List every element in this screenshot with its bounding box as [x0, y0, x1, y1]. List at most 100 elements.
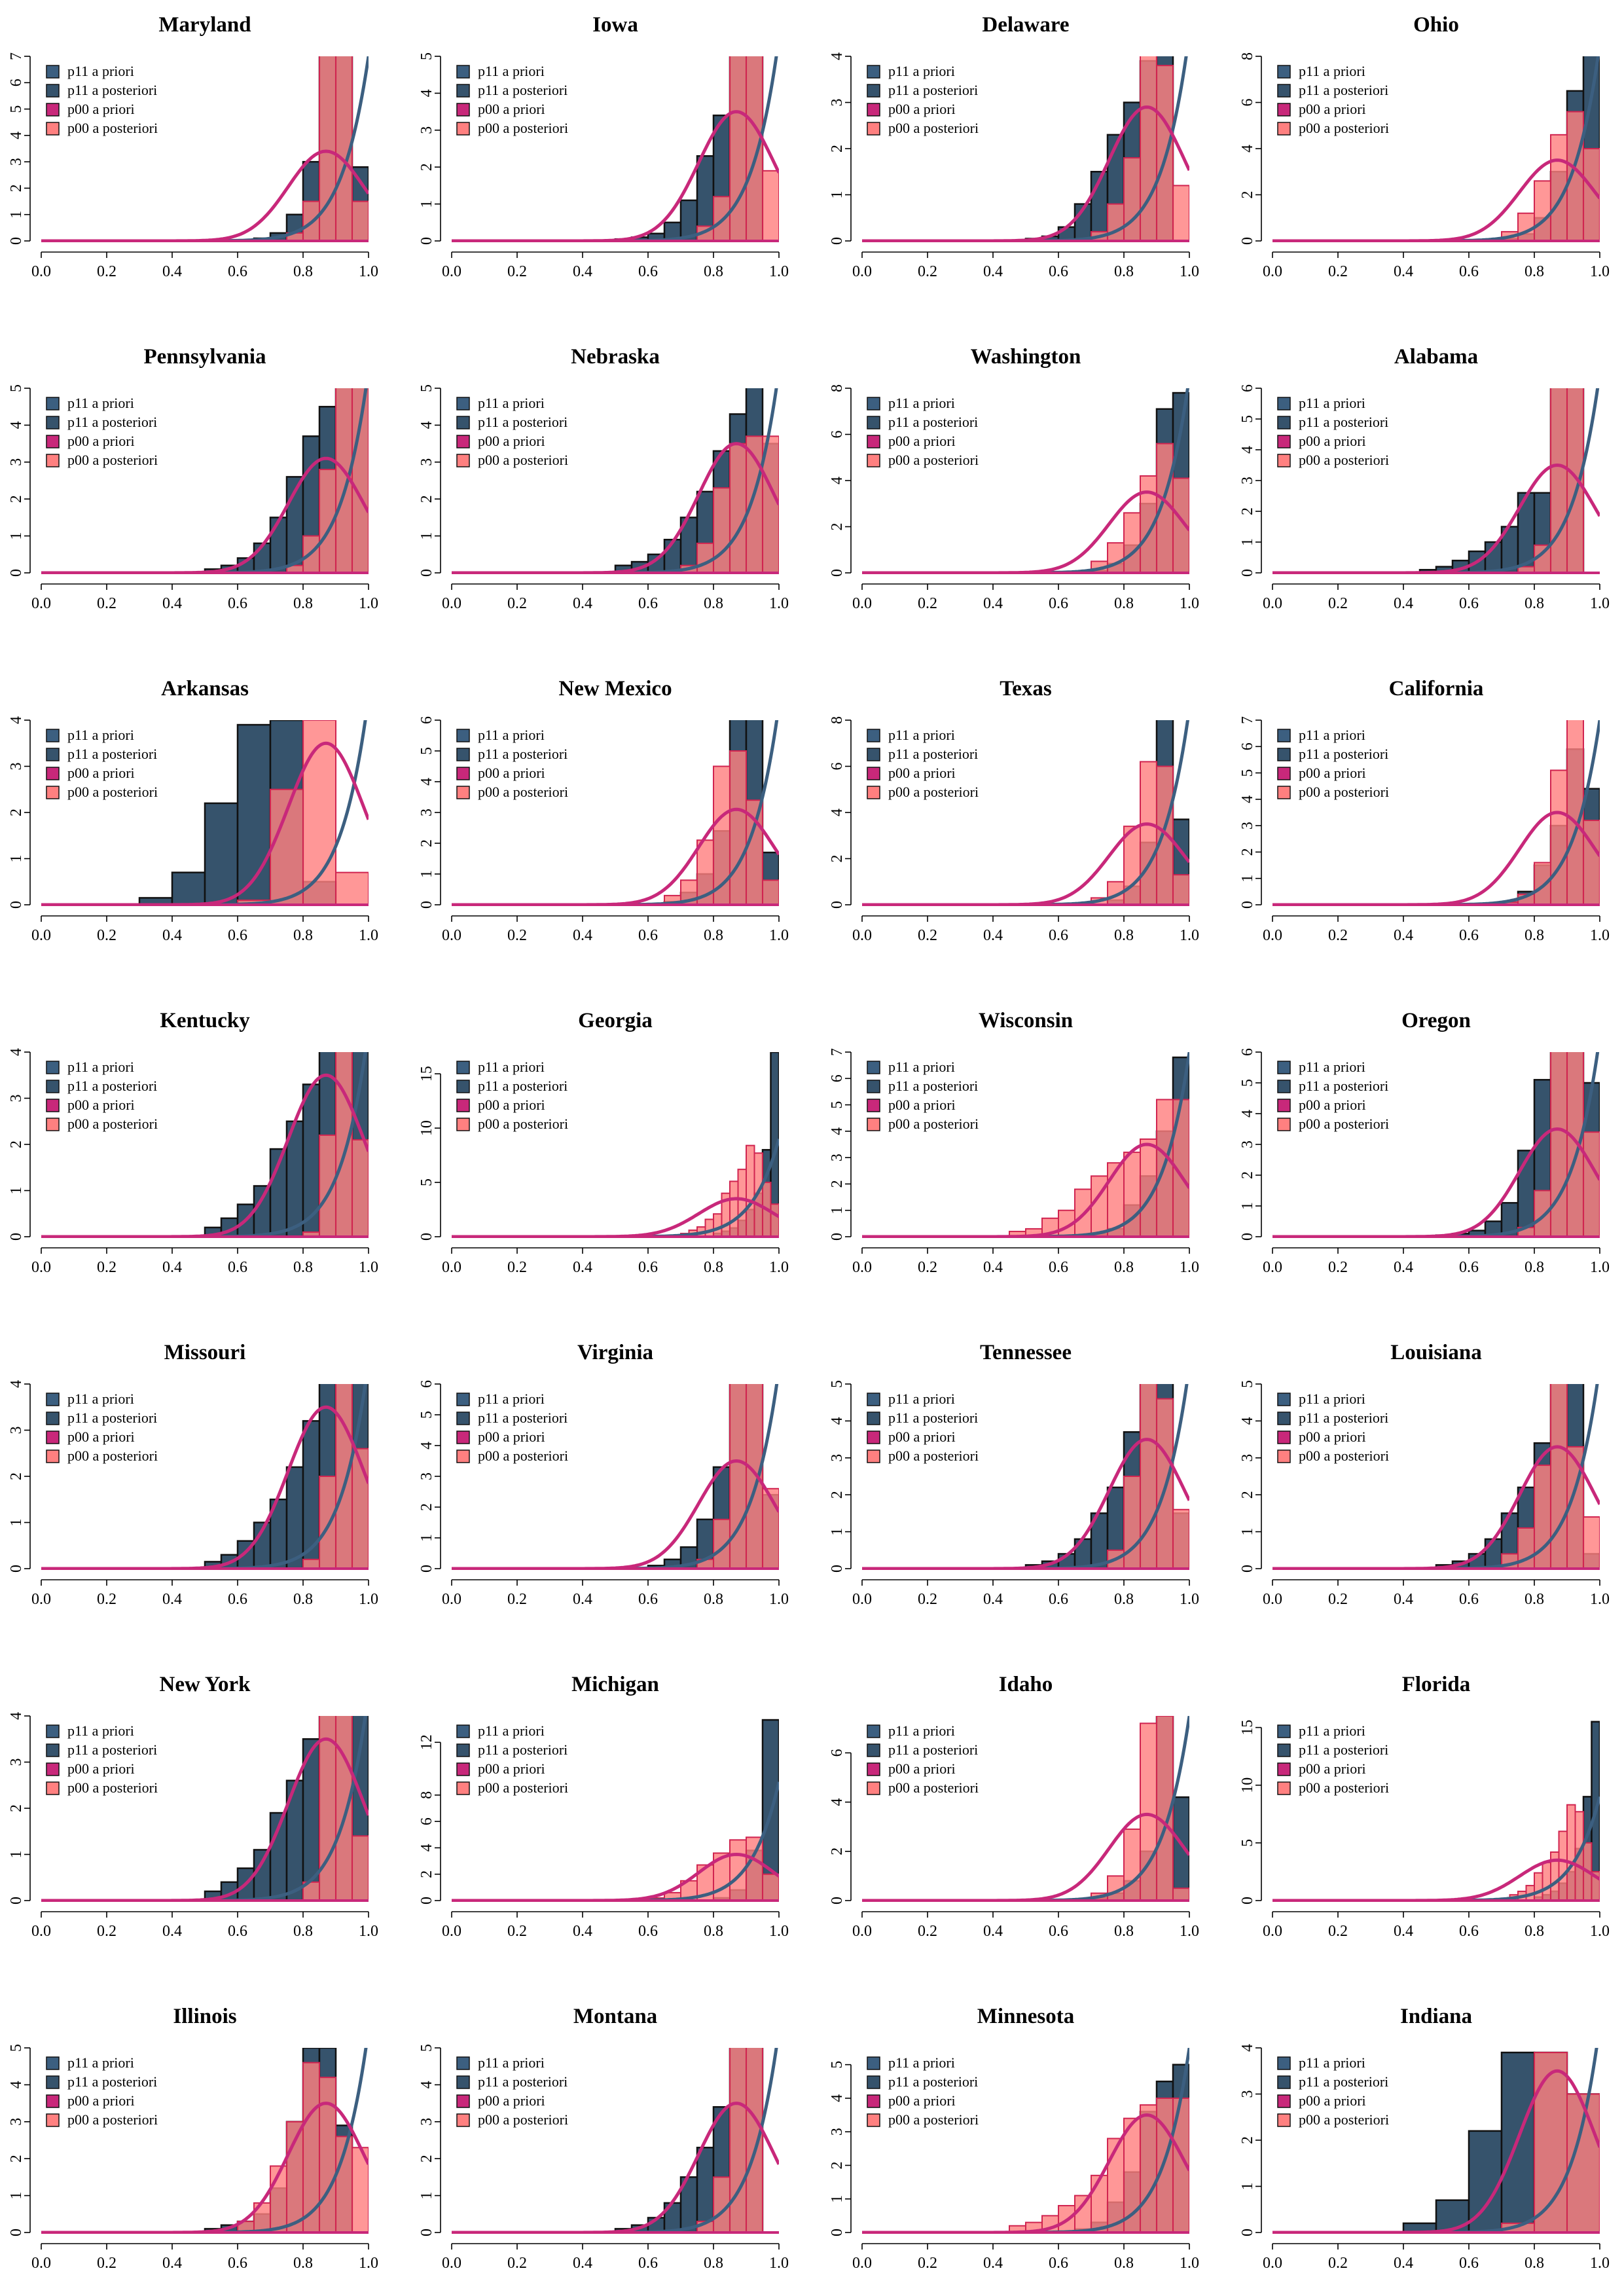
y-tick-label: 4: [418, 89, 435, 97]
panel-kentucky: Kentucky 0.0 0.2 0.4 0.6 0.8 1.0 0 1 2 3 4 p11 a pri…: [8, 1009, 378, 1276]
x-tick-label: 0.8: [704, 1259, 723, 1276]
x-tick-label: 0.2: [1328, 1259, 1348, 1276]
legend: p11 a priori p11 a posteriori p00 a priori…: [456, 1722, 568, 1796]
p00-bar: [1583, 1131, 1600, 1237]
y-tick-label: 2: [1239, 507, 1256, 515]
p00-bar: [1140, 2104, 1157, 2232]
y-axis: 0 1 2 3 4: [8, 1048, 31, 1241]
y-tick-label: 1: [829, 2195, 846, 2203]
legend-swatch: [456, 84, 470, 98]
legend-label: p00 a posteriori: [888, 784, 979, 800]
y-tick-label: 2: [418, 1503, 435, 1511]
x-tick-label: 0.8: [1114, 927, 1134, 944]
legend-label: p11 a priori: [888, 63, 955, 79]
y-tick-label: 1: [829, 1207, 846, 1214]
panel-arkansas: Arkansas 0.0 0.2 0.4 0.6 0.8 1.0 0 1 2 3 4 p11 a pri…: [8, 677, 378, 944]
legend: p11 a priori p11 a posteriori p00 a priori…: [456, 727, 568, 800]
legend-label: p11 a posteriori: [478, 1410, 568, 1426]
y-tick-label: 3: [1239, 2090, 1256, 2098]
y-axis: 0 1 2 3 4: [8, 1712, 31, 1904]
y-tick-label: 2: [829, 523, 846, 531]
x-tick-label: 0.4: [162, 1923, 182, 1940]
panel-title: Nebraska: [571, 345, 660, 369]
p00-bar: [352, 1835, 369, 1901]
y-tick-label: 3: [1239, 822, 1256, 829]
legend-swatch: [46, 1762, 60, 1776]
y-tick-label: 1: [8, 1519, 25, 1527]
legend-swatch: [867, 2113, 880, 2127]
x-axis: 0.0 0.2 0.4 0.6 0.8 1.0: [1263, 2243, 1610, 2272]
y-tick-label: 5: [829, 2061, 846, 2069]
p00-bar: [729, 1384, 747, 1569]
p00-bar: [302, 1558, 320, 1569]
x-tick-label: 0.2: [1328, 927, 1348, 944]
legend-swatch: [867, 767, 880, 780]
x-axis: 0.0 0.2 0.4 0.6 0.8 1.0: [852, 1247, 1199, 1276]
y-tick-label: 15: [1239, 1720, 1256, 1736]
x-tick-label: 0.4: [1394, 263, 1413, 280]
y-tick-label: 0: [829, 1565, 846, 1573]
legend-swatch: [867, 1061, 880, 1074]
y-tick-label: 3: [8, 1095, 25, 1102]
y-tick-label: 8: [829, 384, 846, 392]
x-tick-label: 0.0: [442, 927, 461, 944]
x-tick-label: 0.4: [983, 1591, 1003, 1608]
legend-label: p11 a priori: [1299, 727, 1365, 743]
p00-bar: [729, 56, 747, 241]
legend-label: p00 a posteriori: [478, 1116, 568, 1132]
y-tick-label: 4: [1239, 145, 1256, 153]
x-tick-label: 1.0: [769, 2255, 789, 2272]
x-tick-label: 0.4: [983, 1923, 1003, 1940]
panel-illinois: Illinois 0.0 0.2 0.4 0.6 0.8 1.0 0 1 2 3 4 5 p11 a pr…: [8, 2005, 378, 2272]
legend-label: p11 a posteriori: [1299, 746, 1388, 762]
legend: p11 a priori p11 a posteriori p00 a priori…: [456, 63, 568, 136]
legend-label: p11 a priori: [478, 1059, 545, 1075]
legend-swatch: [456, 103, 470, 117]
y-tick-label: 2: [418, 495, 435, 503]
p00-bar: [1172, 874, 1189, 905]
p00-bar: [1123, 512, 1141, 573]
legend-label: p11 a priori: [478, 1722, 545, 1739]
p11-prior-curve: [452, 1781, 779, 1901]
p00-bar: [762, 1487, 779, 1569]
y-tick-label: 5: [418, 384, 435, 392]
y-tick-label: 1: [829, 191, 846, 199]
legend-swatch: [456, 2113, 470, 2127]
p00-bar: [319, 2077, 336, 2232]
legend: p11 a priori p11 a posteriori p00 a priori…: [867, 395, 979, 468]
y-tick-label: 4: [418, 1844, 435, 1851]
p00-bar: [696, 542, 714, 573]
x-tick-label: 0.0: [442, 595, 461, 612]
y-tick-label: 0: [829, 1897, 846, 1904]
p00-bar: [352, 1448, 369, 1569]
bars: [41, 1052, 369, 1237]
y-tick-label: 0: [418, 237, 435, 245]
x-tick-label: 0.0: [1263, 1923, 1282, 1940]
x-tick-label: 0.6: [228, 1591, 247, 1608]
x-tick-label: 0.2: [1328, 1591, 1348, 1608]
legend-swatch: [867, 1412, 880, 1425]
y-tick-label: 1: [829, 1528, 846, 1536]
legend-label: p11 a posteriori: [67, 414, 157, 430]
legend-swatch: [867, 435, 880, 448]
legend-label: p00 a posteriori: [1299, 452, 1389, 468]
y-tick-label: 0: [8, 901, 25, 909]
x-tick-label: 1.0: [1180, 1923, 1199, 1940]
p00-bar: [762, 879, 779, 905]
x-tick-label: 0.2: [918, 263, 937, 280]
y-tick-label: 1: [1239, 1202, 1256, 1210]
legend-label: p11 a priori: [888, 2054, 955, 2071]
p00-bar: [1156, 65, 1174, 241]
p00-bar: [713, 1213, 723, 1237]
legend-label: p00 a posteriori: [888, 1779, 979, 1796]
panel-title: Illinois: [173, 2005, 236, 2028]
x-tick-label: 0.2: [507, 1923, 527, 1940]
x-tick-label: 0.4: [983, 2255, 1003, 2272]
legend-swatch: [46, 1080, 60, 1093]
x-tick-label: 0.4: [162, 2255, 182, 2272]
panel-michigan: Michigan 0.0 0.2 0.4 0.6 0.8 1.0 0 2 4 6 8 12 p11 a p…: [418, 1673, 789, 1940]
y-tick-label: 1: [1239, 875, 1256, 883]
x-tick-label: 0.2: [97, 1259, 117, 1276]
legend-label: p11 a priori: [1299, 1391, 1365, 1407]
legend-swatch: [456, 729, 470, 742]
